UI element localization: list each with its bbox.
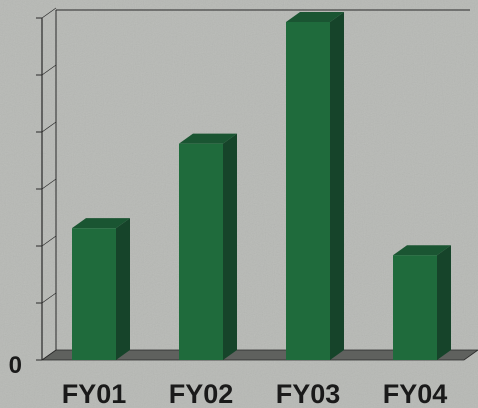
y-axis-depth-line [41,349,57,361]
y-tick-label-zero: 0 [9,352,22,379]
x-tick-label-fy04: FY04 [383,379,448,408]
y-axis-depth-line [41,121,57,133]
bar-top-face [179,133,237,144]
y-axis-depth-line [41,235,57,247]
bar-side-face [330,12,344,360]
bar-top-face [393,245,451,256]
bar-fy04 [393,245,451,360]
bar-front-face [72,228,116,360]
x-axis-labels: FY01 FY02 FY03 FY04 [62,379,448,408]
y-axis-depth-line [41,7,57,19]
bar-top-face [72,218,130,229]
bar-fy01 [72,218,130,360]
bar-front-face [393,255,437,360]
bar-side-face [116,218,130,360]
bar-fy02 [179,133,237,360]
y-axis-depth-line [41,292,57,304]
bar-top-face [286,12,344,22]
bar-front-face [179,143,223,360]
y-axis-depth-line [41,64,57,76]
y-axis-depth-line [41,178,57,190]
bar-series [72,12,451,360]
bar-fy03 [286,12,344,360]
x-tick-label-fy02: FY02 [169,379,234,408]
bar-front-face [286,22,330,360]
bar-side-face [437,245,451,360]
x-tick-label-fy01: FY01 [62,379,127,408]
y-axis: 0 [9,7,57,379]
x-tick-label-fy03: FY03 [276,379,341,408]
bar-side-face [223,133,237,360]
